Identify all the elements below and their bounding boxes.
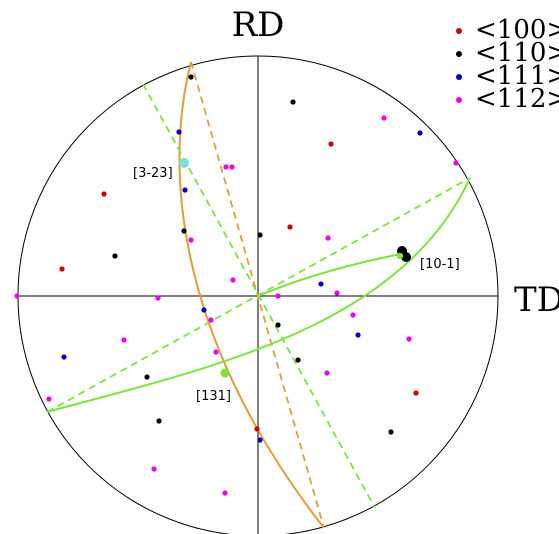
pole-111 bbox=[61, 354, 67, 360]
pole-111 bbox=[201, 307, 207, 313]
orange-great-circle bbox=[178, 61, 325, 529]
pole-110 bbox=[188, 74, 194, 80]
pole-111 bbox=[355, 332, 361, 338]
pole-112 bbox=[275, 293, 281, 299]
pole-110 bbox=[181, 228, 187, 234]
legend-marker-112 bbox=[456, 97, 462, 103]
pole-110 bbox=[275, 322, 281, 328]
pole-111 bbox=[257, 437, 263, 443]
pole-10-1-marker-black-2 bbox=[401, 252, 411, 262]
td-label: TD bbox=[514, 280, 559, 320]
pole-3-23-marker bbox=[179, 158, 189, 168]
pole-112 bbox=[155, 295, 161, 301]
pole-112 bbox=[188, 237, 194, 243]
pole-110 bbox=[144, 374, 150, 380]
pole-110 bbox=[295, 357, 301, 363]
pole-112 bbox=[46, 396, 52, 402]
pole-111 bbox=[182, 187, 188, 193]
pole-112 bbox=[14, 293, 20, 299]
pole-112 bbox=[325, 235, 331, 241]
green-great-circle-upper bbox=[257, 253, 402, 297]
pole-112 bbox=[381, 115, 387, 121]
poles-111 bbox=[61, 129, 423, 443]
legend-marker-110 bbox=[456, 51, 462, 57]
legend-label-111: <111> bbox=[475, 61, 559, 91]
pole-112 bbox=[324, 370, 330, 376]
pole-112 bbox=[406, 336, 412, 342]
pole-112 bbox=[121, 337, 127, 343]
pole-100 bbox=[59, 266, 65, 272]
legend-marker-111 bbox=[456, 74, 462, 80]
legend-marker-100 bbox=[456, 28, 462, 34]
pole-100 bbox=[287, 224, 293, 230]
pole-112 bbox=[350, 312, 356, 318]
pole-10-1-marker-green bbox=[396, 252, 404, 260]
legend: <100> <110> <111> <112> bbox=[456, 15, 559, 114]
legend-label-100: <100> bbox=[475, 15, 559, 45]
annotation-10-1: [10-1] bbox=[420, 257, 460, 272]
pole-111 bbox=[318, 281, 324, 287]
pole-112 bbox=[453, 160, 459, 166]
pole-100 bbox=[101, 191, 107, 197]
rd-label: RD bbox=[232, 5, 285, 45]
pole-112 bbox=[334, 290, 340, 296]
pole-110 bbox=[290, 99, 296, 105]
legend-label-110: <110> bbox=[475, 38, 559, 68]
pole-112 bbox=[151, 466, 157, 472]
pole-110 bbox=[112, 253, 118, 259]
annotation-3-23: [3-23] bbox=[133, 166, 173, 181]
annotation-131: [131] bbox=[196, 389, 231, 404]
poles-110 bbox=[112, 74, 394, 435]
pole-111 bbox=[417, 130, 423, 136]
pole-100 bbox=[254, 426, 260, 432]
green-dashed-line-b bbox=[142, 83, 376, 509]
pole-112 bbox=[223, 164, 229, 170]
pole-112 bbox=[222, 490, 228, 496]
poles-112 bbox=[14, 115, 459, 496]
pole-112 bbox=[229, 164, 235, 170]
pole-112 bbox=[230, 277, 236, 283]
green-great-circle-lower bbox=[46, 177, 471, 413]
pole-111 bbox=[176, 129, 182, 135]
pole-131-marker bbox=[220, 368, 230, 378]
legend-label-112: <112> bbox=[475, 84, 559, 114]
pole-100 bbox=[328, 141, 334, 147]
pole-112 bbox=[208, 317, 214, 323]
pole-110 bbox=[257, 232, 263, 238]
pole-110 bbox=[388, 429, 394, 435]
poles-100 bbox=[59, 141, 419, 432]
pole-100 bbox=[413, 390, 419, 396]
pole-112 bbox=[213, 349, 219, 355]
pole-110 bbox=[156, 418, 162, 424]
